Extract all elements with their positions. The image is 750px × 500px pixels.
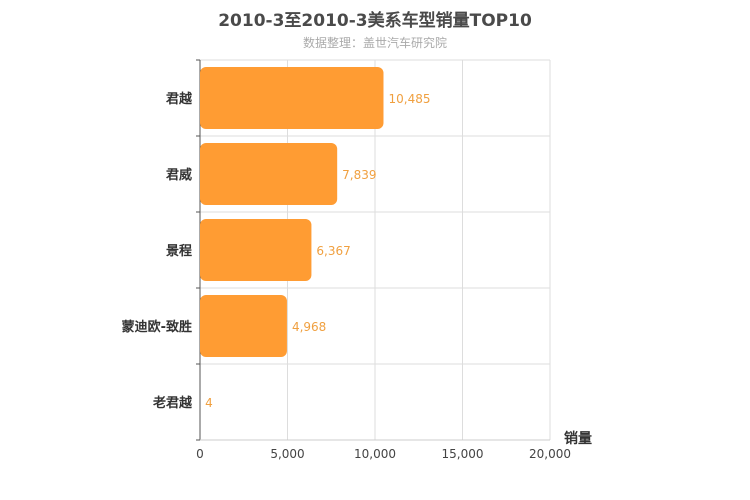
x-tick-label: 5,000 bbox=[270, 447, 304, 461]
bar bbox=[200, 219, 312, 281]
bar-value-label: 4 bbox=[205, 396, 213, 410]
y-tick-label: 君威 bbox=[166, 167, 192, 183]
y-tick-label: 景程 bbox=[166, 244, 192, 259]
x-tick-label: 20,000 bbox=[529, 447, 571, 461]
x-tick-label: 15,000 bbox=[442, 447, 484, 461]
bar-value-label: 10,485 bbox=[388, 92, 430, 106]
x-tick-label: 0 bbox=[196, 447, 204, 461]
bar bbox=[200, 67, 384, 129]
bar bbox=[200, 295, 287, 357]
y-tick-label: 蒙迪欧-致胜 bbox=[122, 319, 192, 335]
chart-subtitle: 数据整理：盖世汽车研究院 bbox=[302, 36, 447, 50]
chart-title: 2010-3至2010-3美系车型销量TOP10 bbox=[218, 11, 532, 31]
bar bbox=[200, 143, 338, 205]
bar-value-label: 6,367 bbox=[316, 244, 350, 258]
y-tick-label: 君越 bbox=[166, 91, 193, 107]
x-tick-label: 10,000 bbox=[354, 447, 396, 461]
x-axis-label: 销量 bbox=[564, 430, 592, 447]
bar-value-label: 7,839 bbox=[342, 168, 376, 182]
y-tick-label: 老君越 bbox=[152, 395, 193, 411]
bar-value-label: 4,968 bbox=[292, 320, 326, 334]
